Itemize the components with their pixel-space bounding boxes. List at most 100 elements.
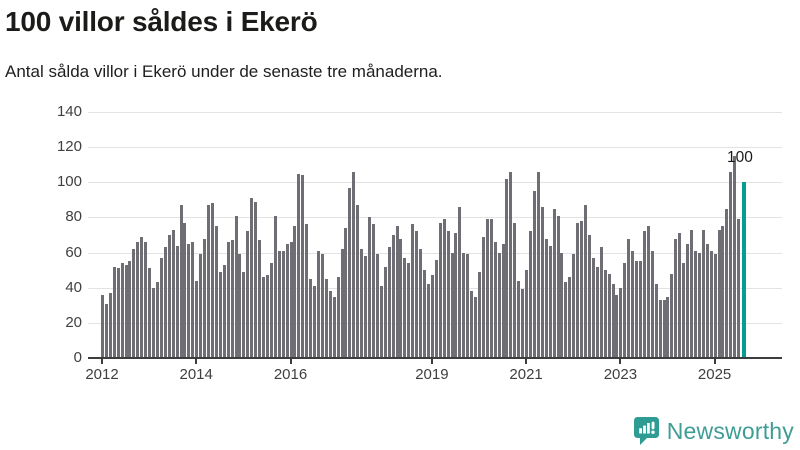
bar	[230, 240, 234, 358]
bar	[666, 296, 670, 358]
bar	[191, 242, 195, 358]
bar	[269, 263, 273, 358]
bar	[450, 252, 454, 358]
bar	[344, 227, 348, 358]
bar	[207, 205, 211, 358]
gridline	[88, 252, 782, 254]
bar	[595, 266, 599, 358]
bar	[544, 238, 548, 358]
bar	[289, 242, 293, 358]
bar	[234, 215, 238, 358]
bar	[246, 231, 250, 358]
bar	[352, 171, 356, 358]
bar	[497, 252, 501, 358]
bar	[489, 219, 493, 358]
y-axis-tick-label: 100	[56, 173, 82, 191]
bar	[548, 245, 552, 358]
bar	[360, 249, 364, 358]
bar	[603, 270, 607, 358]
x-axis-tick	[525, 359, 528, 364]
bar	[222, 264, 226, 358]
bar	[658, 300, 662, 358]
bar	[411, 224, 415, 358]
bar	[686, 243, 690, 358]
bar	[682, 263, 686, 358]
bar	[705, 243, 709, 358]
bar	[210, 203, 214, 358]
bar	[305, 224, 309, 358]
bar	[623, 263, 627, 358]
bar	[536, 171, 540, 358]
bar	[112, 266, 116, 358]
bar	[183, 222, 187, 358]
bar	[148, 268, 152, 358]
bar	[654, 284, 658, 358]
newsworthy-logo-icon	[633, 416, 660, 446]
bar	[419, 249, 423, 358]
bar	[568, 277, 572, 358]
bar	[371, 224, 375, 358]
bar	[159, 257, 163, 358]
bar	[254, 201, 258, 358]
y-axis-tick-label: 40	[65, 278, 82, 296]
y-axis-tick-label: 0	[73, 349, 82, 366]
x-axis-tick-label: 2014	[179, 366, 213, 383]
bar	[273, 215, 277, 358]
bar	[505, 178, 509, 358]
bar	[733, 155, 737, 358]
bar	[690, 229, 694, 358]
bar	[580, 220, 584, 358]
bar	[250, 198, 254, 358]
bar	[124, 264, 128, 358]
last-value-annotation: 100	[727, 149, 753, 166]
bar	[430, 275, 434, 358]
x-axis-tick	[430, 359, 433, 364]
bar	[336, 277, 340, 358]
bar	[242, 271, 246, 358]
bar	[128, 261, 132, 358]
bar	[587, 235, 591, 358]
bar	[348, 187, 352, 358]
bar	[639, 261, 642, 358]
bar	[179, 205, 183, 358]
bar	[375, 254, 379, 358]
bar	[132, 249, 136, 358]
bar	[116, 268, 120, 358]
bar	[262, 277, 265, 358]
x-axis-tick-label: 2025	[697, 366, 732, 383]
bar	[407, 263, 411, 358]
x-axis-line	[88, 357, 782, 359]
bar	[564, 282, 568, 358]
bar	[379, 285, 383, 358]
bar	[324, 278, 328, 358]
bar	[458, 206, 462, 358]
x-axis-tick	[101, 359, 103, 364]
bar	[403, 257, 407, 358]
bar	[144, 242, 148, 358]
bar	[265, 275, 269, 358]
bar	[356, 205, 360, 358]
bar	[599, 247, 603, 358]
bar	[399, 238, 403, 358]
bar	[627, 238, 631, 358]
x-axis-tick-label: 2019	[415, 366, 449, 383]
x-axis-tick	[289, 359, 292, 364]
bar	[136, 242, 140, 358]
bar	[438, 222, 442, 358]
bar	[226, 242, 230, 358]
bar	[650, 250, 654, 358]
page-title: 100 villor såldes i Ekerö	[5, 6, 318, 37]
x-axis-tick-label: 2016	[273, 366, 308, 383]
bar	[281, 250, 285, 358]
x-axis-tick-label: 2023	[603, 366, 638, 383]
gridline	[88, 217, 782, 219]
bar	[611, 284, 615, 358]
bar	[167, 235, 171, 358]
x-axis-tick	[713, 359, 716, 364]
bar	[391, 235, 395, 358]
bar	[635, 261, 639, 358]
bar	[556, 215, 560, 358]
brand-name: Newsworthy	[666, 417, 794, 444]
gridline	[88, 182, 782, 184]
